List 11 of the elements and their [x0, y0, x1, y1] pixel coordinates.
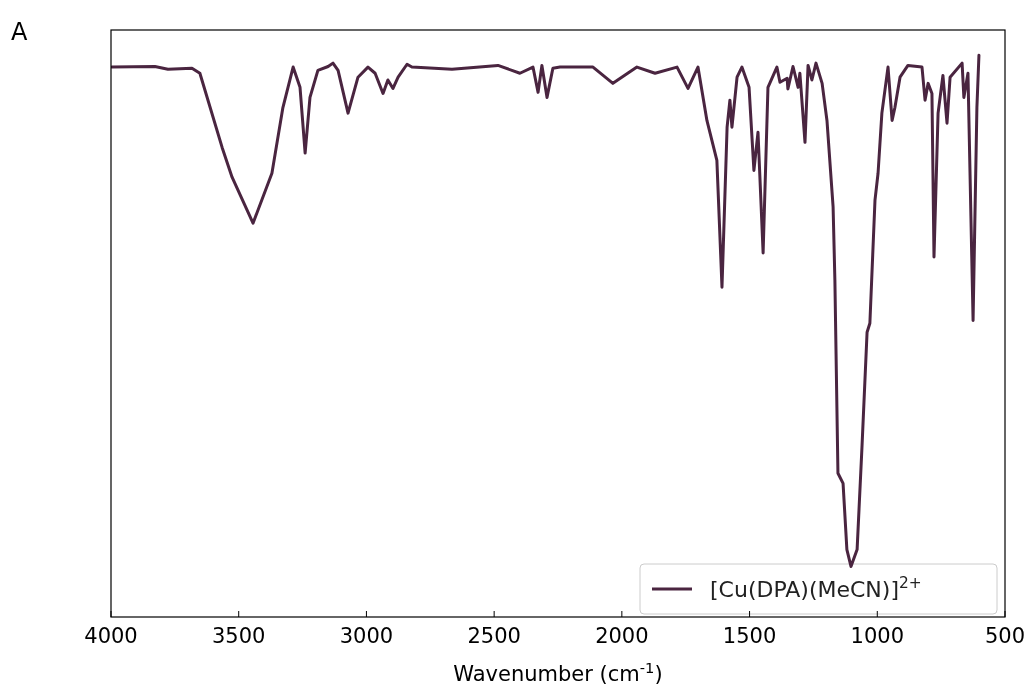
x-tick-label: 500: [984, 624, 1026, 648]
x-tick-label: 3500: [211, 624, 266, 648]
x-tick-label: 2000: [595, 624, 649, 648]
text: A: [11, 18, 28, 46]
x-tick-label: 2500: [467, 624, 521, 648]
x-tick-label: 3000: [339, 624, 394, 648]
x-tick-label: 4000: [84, 624, 138, 648]
legend-label: [Cu(DPA)(MeCN)]$^{2+}$: [710, 574, 922, 602]
x-tick-label: 1000: [850, 624, 905, 648]
x-axis-title: Wavenumber (cm$^{-1}$): [453, 658, 663, 686]
x-tick-label: 1500: [722, 624, 777, 648]
